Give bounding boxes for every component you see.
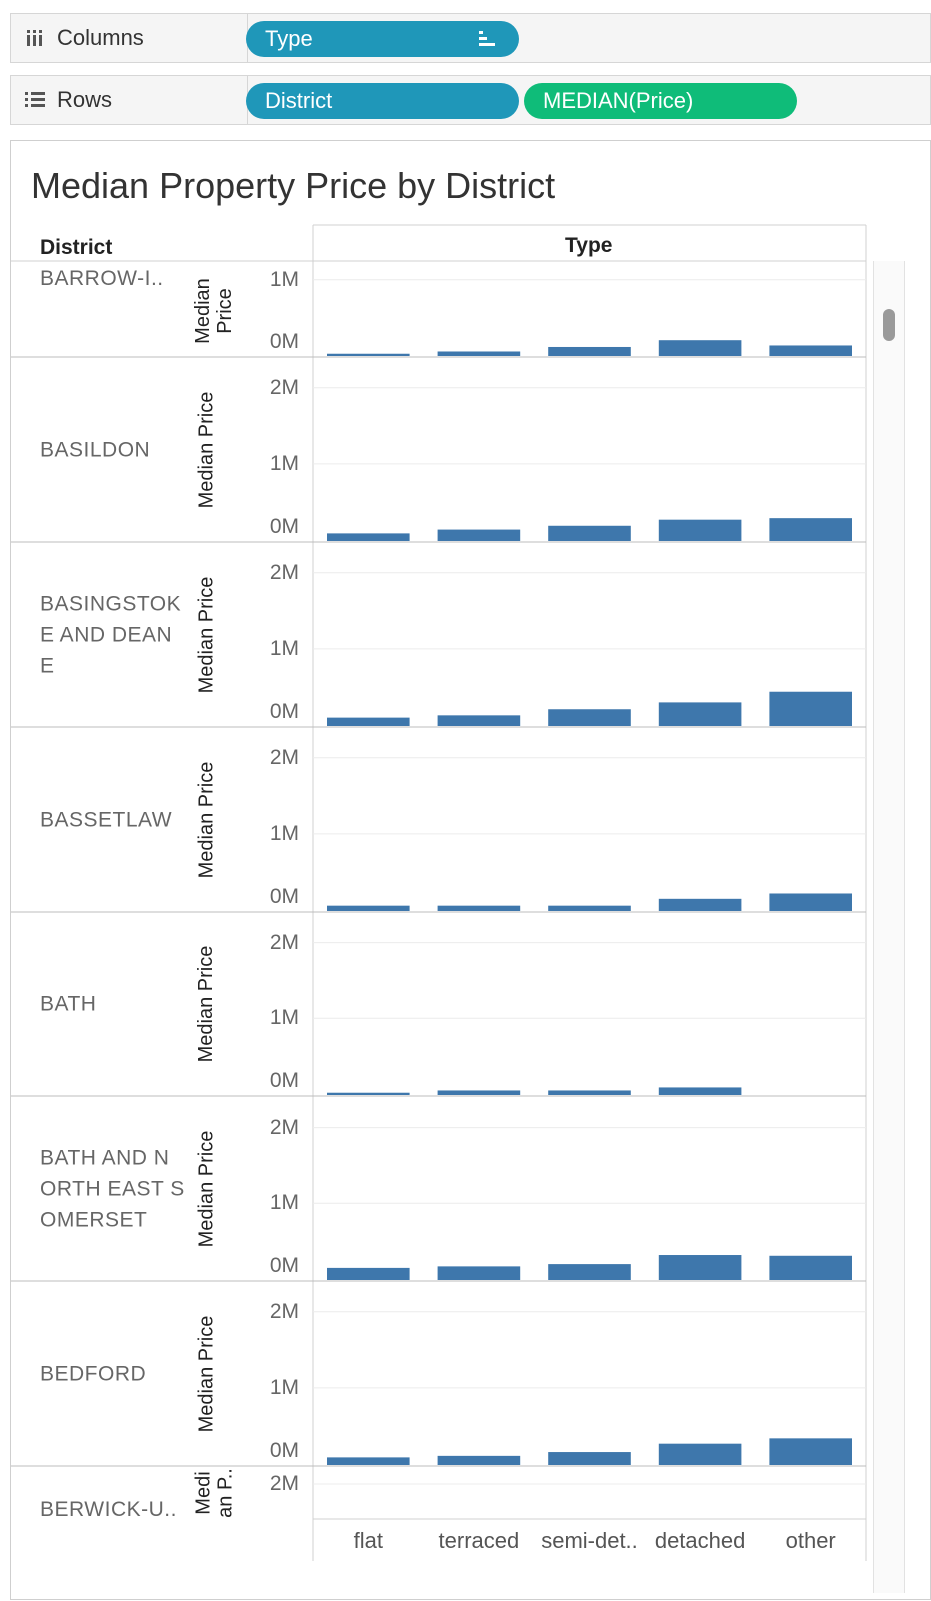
district-label: BASILDON <box>40 438 151 461</box>
chart-grid <box>11 224 867 1561</box>
district-label: BATH AND NORTH EAST SOMERSET <box>40 1146 185 1231</box>
y-tick-label: 0M <box>269 515 299 538</box>
row-header-district: District <box>40 236 113 259</box>
median-price-pill-label: MEDIAN(Price) <box>543 88 694 113</box>
district-label: BEDFORD <box>40 1362 147 1385</box>
x-tick-label: detached <box>654 1528 746 1553</box>
y-tick-label: 1M <box>269 451 299 475</box>
bar[interactable] <box>327 905 410 911</box>
scrollbar-thumb[interactable] <box>883 309 895 341</box>
bar[interactable] <box>658 519 742 541</box>
sort-descending-icon[interactable] <box>477 30 497 48</box>
district-label: BATH <box>40 992 97 1016</box>
bar[interactable] <box>658 702 742 726</box>
column-header-type: Type <box>565 234 613 257</box>
bar[interactable] <box>548 1090 631 1095</box>
y-tick-label: 1M <box>269 636 299 660</box>
y-tick-label: 0M <box>269 885 299 908</box>
bar[interactable] <box>769 893 852 911</box>
y-tick-label: 1M <box>269 1375 299 1399</box>
bar[interactable] <box>658 1255 742 1280</box>
y-tick-label: 1M <box>269 1006 299 1030</box>
rows-shelf: Rows District MEDIAN(Price) <box>10 75 931 125</box>
bar[interactable] <box>437 351 521 356</box>
y-tick-label: 1M <box>269 821 299 845</box>
bar[interactable] <box>548 905 631 911</box>
y-axis-title: Median Price <box>195 391 217 508</box>
y-tick-label: 1M <box>269 1191 299 1215</box>
y-tick-label: 2M <box>269 930 299 954</box>
y-axis-title: Median Price <box>195 761 217 878</box>
y-tick-label: 2M <box>269 1299 299 1323</box>
bar[interactable] <box>548 709 631 726</box>
y-axis-title: Median Price <box>195 945 217 1063</box>
worksheet: Median Property Price by District Distri… <box>10 140 931 1600</box>
sheet-title: Median Property Price by District <box>31 165 556 206</box>
y-tick-label: 2M <box>269 1115 299 1139</box>
y-axis-title: Median Price <box>195 1315 217 1432</box>
bar[interactable] <box>548 346 631 356</box>
bar[interactable] <box>327 1267 410 1280</box>
bar[interactable] <box>769 1438 852 1465</box>
rows-icon <box>23 90 47 110</box>
y-axis-title: Median Price <box>195 576 217 693</box>
type-pill[interactable]: Type <box>246 21 519 57</box>
district-label: BARROW-I.. <box>40 267 164 290</box>
columns-shelf-label: Columns <box>11 14 248 62</box>
y-tick-label: 0M <box>269 700 299 723</box>
district-pill-label: District <box>265 88 333 113</box>
y-tick-label: 0M <box>269 1254 299 1277</box>
bar[interactable] <box>327 717 410 726</box>
y-axis-title: Median Price <box>195 1130 217 1247</box>
x-tick-label: terraced <box>438 1528 520 1553</box>
type-pill-label: Type <box>265 26 313 51</box>
bar[interactable] <box>327 1092 410 1095</box>
columns-icon <box>23 28 47 48</box>
bar[interactable] <box>658 1087 742 1095</box>
bar[interactable] <box>437 1455 521 1465</box>
y-tick-label: 1M <box>269 267 299 291</box>
district-label: BERWICK-U.. <box>40 1498 177 1521</box>
x-tick-label: other <box>785 1528 836 1553</box>
district-label: BASSETLAW <box>40 808 173 831</box>
bar[interactable] <box>548 1452 631 1465</box>
district-pill[interactable]: District <box>246 83 519 119</box>
bar[interactable] <box>437 905 521 911</box>
y-tick-label: 2M <box>269 745 299 769</box>
district-label: BASINGSTOKE AND DEANE <box>40 592 182 677</box>
bar[interactable] <box>437 529 521 541</box>
y-axis-title: Medi an P.. <box>192 1467 236 1518</box>
bar[interactable] <box>437 715 521 726</box>
y-tick-label: 2M <box>269 375 299 399</box>
bar[interactable] <box>437 1266 521 1280</box>
y-axis-title: Median Price <box>192 278 236 344</box>
x-tick-label: flat <box>353 1528 383 1553</box>
bar[interactable] <box>769 691 852 726</box>
bar[interactable] <box>769 1255 852 1280</box>
bar[interactable] <box>658 340 742 356</box>
y-tick-label: 0M <box>269 1069 299 1092</box>
bar[interactable] <box>327 1457 410 1465</box>
bar[interactable] <box>548 525 631 541</box>
y-tick-label: 2M <box>269 1472 299 1495</box>
bar[interactable] <box>658 1443 742 1465</box>
bar[interactable] <box>327 353 410 356</box>
bar[interactable] <box>548 1264 631 1280</box>
bar[interactable] <box>327 533 410 541</box>
bar[interactable] <box>769 518 852 541</box>
y-tick-label: 2M <box>269 560 299 584</box>
rows-shelf-label: Rows <box>11 76 248 124</box>
columns-shelf-name: Columns <box>57 25 144 50</box>
bar[interactable] <box>658 898 742 911</box>
median-price-pill[interactable]: MEDIAN(Price) <box>524 83 797 119</box>
bar[interactable] <box>769 345 852 356</box>
x-tick-label: semi-det.. <box>541 1528 638 1553</box>
rows-shelf-name: Rows <box>57 87 113 112</box>
y-tick-label: 0M <box>269 1439 299 1462</box>
vertical-scrollbar[interactable] <box>873 261 905 1593</box>
y-tick-label: 0M <box>269 330 299 353</box>
bar[interactable] <box>437 1090 521 1095</box>
columns-shelf: Columns Type <box>10 13 931 63</box>
